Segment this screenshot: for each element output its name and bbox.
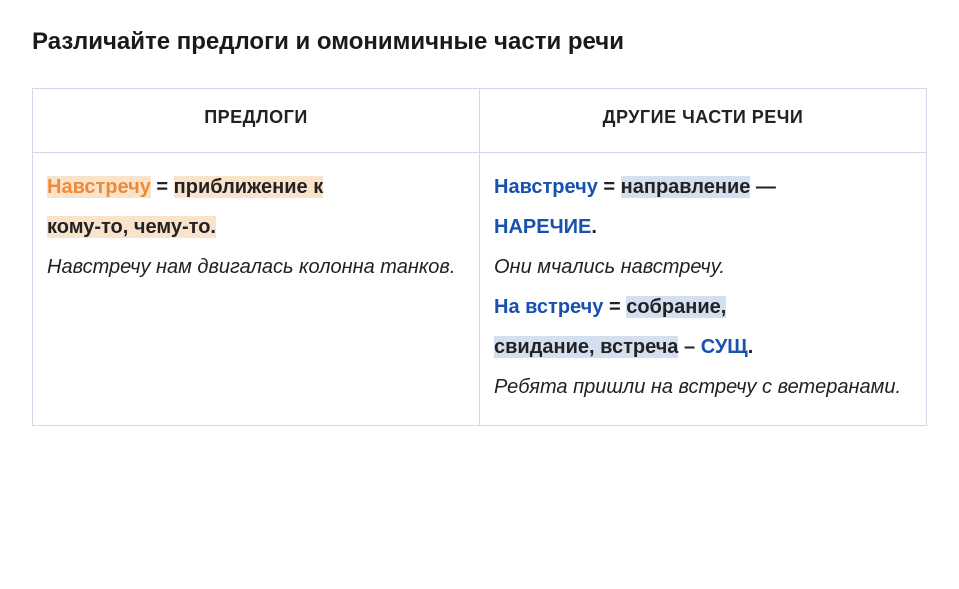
definition-text: приближение к (174, 176, 324, 198)
period: . (748, 336, 754, 358)
definition-text-noun-1: собрание, (626, 296, 726, 318)
header-other: ДРУГИЕ ЧАСТИ РЕЧИ (480, 89, 927, 153)
table-row: Навстречу = приближение к кому-то, чему-… (33, 153, 927, 426)
definition-line-2: кому-то, чему-то. (47, 207, 465, 247)
page-title: Различайте предлоги и омонимичные части … (32, 28, 927, 56)
pos-line-adverb: НАРЕЧИЕ. (494, 207, 912, 247)
dash: – (678, 336, 700, 358)
definition-text-2: кому-то, чему-то. (47, 216, 216, 238)
keyword-na-vstrechu: На встречу (494, 296, 603, 318)
period: . (591, 216, 597, 238)
example-sentence-adverb: Они мчались навстречу. (494, 247, 912, 287)
equals-sign: = (151, 176, 174, 198)
example-sentence-noun: Ребята пришли на встречу с ветеранами. (494, 367, 912, 407)
example-sentence: Навстречу нам двигалась колонна танков. (47, 247, 465, 287)
pos-adverb: НАРЕЧИЕ (494, 216, 591, 238)
definition-line-adverb: Навстречу = направление — (494, 167, 912, 207)
comparison-table: ПРЕДЛОГИ ДРУГИЕ ЧАСТИ РЕЧИ Навстречу = п… (32, 88, 927, 426)
definition-text-noun-2: свидание, встреча (494, 336, 678, 358)
keyword-navstrechu-orange: Навстречу (47, 176, 151, 198)
equals-sign: = (598, 176, 621, 198)
keyword-navstrechu-blue: Навстречу (494, 176, 598, 198)
definition-line-noun-2: свидание, встреча – СУЩ. (494, 327, 912, 367)
definition-line-noun: На встречу = собрание, (494, 287, 912, 327)
table-header-row: ПРЕДЛОГИ ДРУГИЕ ЧАСТИ РЕЧИ (33, 89, 927, 153)
cell-prepositions: Навстречу = приближение к кому-то, чему-… (33, 153, 480, 426)
cell-other: Навстречу = направление — НАРЕЧИЕ. Они м… (480, 153, 927, 426)
definition-text: направление (621, 176, 751, 198)
equals-sign: = (603, 296, 626, 318)
header-prepositions: ПРЕДЛОГИ (33, 89, 480, 153)
pos-noun: СУЩ (701, 336, 748, 358)
dash: — (750, 176, 776, 198)
definition-line: Навстречу = приближение к (47, 167, 465, 207)
